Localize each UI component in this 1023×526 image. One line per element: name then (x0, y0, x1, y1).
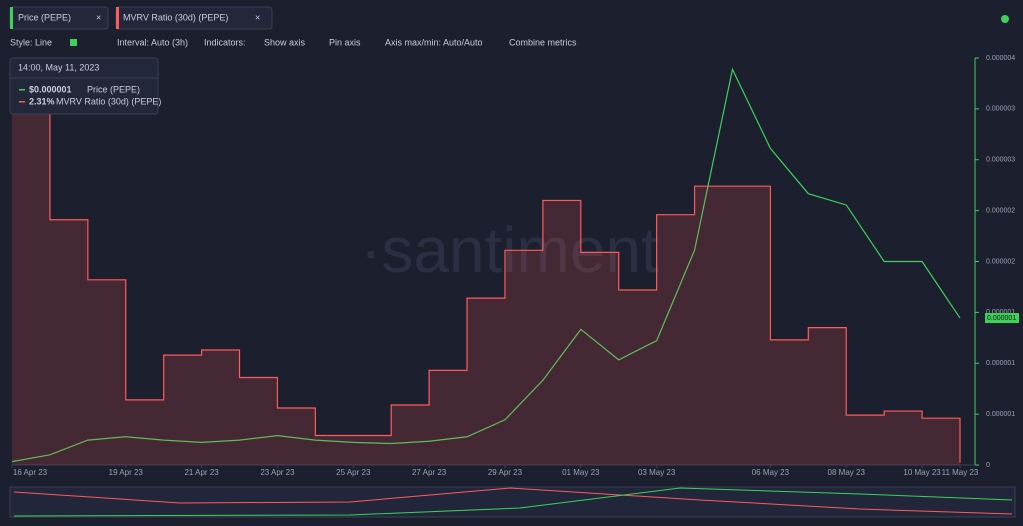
tab-accent (10, 7, 13, 29)
y-tick-label: 0.000002 (986, 258, 1015, 265)
navigator-line (13, 487, 1013, 517)
close-icon[interactable]: × (96, 12, 101, 22)
color-picker[interactable] (70, 39, 77, 46)
x-tick-label: 06 May 23 (752, 468, 790, 477)
style-select[interactable]: Style: Line (10, 37, 52, 47)
area (12, 80, 960, 465)
x-tick-label: 21 Apr 23 (184, 468, 219, 477)
indicators-select[interactable]: Indicators: (204, 37, 246, 47)
x-tick-label: 16 Apr 23 (13, 468, 48, 477)
x-tick-label: 19 Apr 23 (109, 468, 144, 477)
tab-label: MVRV Ratio (30d) (PEPE) (123, 12, 228, 22)
x-tick-label: 27 Apr 23 (412, 468, 447, 477)
x-tick-label: 23 Apr 23 (260, 468, 295, 477)
y-tick-label: 0.000003 (986, 106, 1015, 113)
tooltip (9, 57, 159, 115)
x-tick-label: 03 May 23 (638, 468, 676, 477)
axis-range[interactable]: Axis max/min: Auto/Auto (385, 37, 483, 47)
x-tick-label: 08 May 23 (828, 468, 866, 477)
tooltip-value: 2.31% (29, 96, 55, 106)
y-tick-label: 0.000003 (986, 157, 1015, 164)
legend-swatch (19, 89, 25, 91)
x-tick-label: 11 May 23 (942, 468, 979, 477)
tab-label: Price (PEPE) (18, 12, 71, 22)
combine-metrics[interactable]: Combine metrics (509, 37, 577, 47)
legend-swatch (19, 101, 25, 103)
pin-axis[interactable]: Pin axis (329, 37, 361, 47)
tooltip-name: Price (PEPE) (87, 84, 140, 94)
series-line (11, 67, 961, 463)
y-tick-label: 0 (986, 462, 990, 469)
tooltip-time: 14:00, May 11, 2023 (18, 62, 99, 72)
plot: 00.0000010.0000010.0000010.0000020.00000… (11, 55, 1019, 477)
x-tick-label: 01 May 23 (562, 468, 600, 477)
y-tick-label: 0.000001 (986, 309, 1015, 316)
y-tick-label: 0.000004 (986, 55, 1015, 62)
show-axis[interactable]: Show axis (264, 37, 306, 47)
tooltip-name: MVRV Ratio (30d) (PEPE) (56, 96, 161, 106)
y-tick-label: 0.000001 (986, 411, 1015, 418)
last-value-label: 0.000001 (987, 315, 1016, 322)
y-tick-label: 0.000002 (986, 207, 1015, 214)
close-icon[interactable]: × (255, 12, 260, 22)
tab-accent (116, 7, 119, 29)
x-tick-label: 10 May 23 (903, 468, 941, 477)
series-line (12, 79, 961, 463)
x-tick-label: 25 Apr 23 (336, 468, 371, 477)
last-value-box (985, 313, 1019, 324)
x-tick-label: 29 Apr 23 (488, 468, 523, 477)
status-dot (1001, 15, 1009, 23)
y-tick-label: 0.000001 (986, 360, 1015, 367)
tooltip-value: $0.000001 (29, 84, 72, 94)
interval-select[interactable]: Interval: Auto (3h) (117, 37, 188, 47)
navigator[interactable] (9, 486, 1016, 518)
navigator-line (13, 487, 1013, 515)
